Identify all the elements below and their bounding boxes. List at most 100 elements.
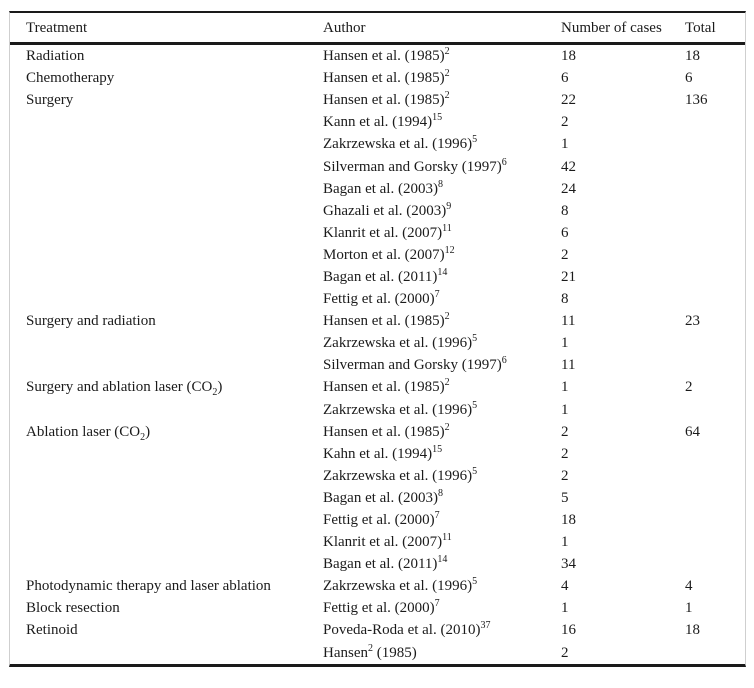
author-reference-superscript: 6 xyxy=(501,156,507,168)
treatment-label: Block resection xyxy=(26,600,120,617)
author-label: Hansen et al. (1985) xyxy=(323,423,445,440)
author-label: Hansen et al. (1985) xyxy=(323,313,445,330)
table-row: Zakrzewska et al. (1996)5 2 xyxy=(10,465,745,487)
author-cell: Poveda-Roda et al. (2010)37 xyxy=(323,619,561,641)
author-label: Hansen et al. (1985) xyxy=(323,70,445,87)
treatment-cell: Ablation laser (CO2) xyxy=(26,421,323,443)
cases-cell: 4 xyxy=(561,578,569,595)
author-reference-superscript: 5 xyxy=(472,134,478,146)
treatment-cell: Photodynamic therapy and laser ablation xyxy=(26,575,323,597)
treatment-label: Ablation laser (CO xyxy=(26,423,141,440)
cases-cell: 1 xyxy=(561,401,569,418)
author-cell: Kahn et al. (1994)15 xyxy=(323,443,561,465)
author-label: Silverman and Gorsky (1997) xyxy=(323,357,502,374)
treatment-subscript: 2 xyxy=(140,431,146,443)
author-reference-superscript: 5 xyxy=(472,576,478,588)
author-reference-superscript: 6 xyxy=(501,355,507,367)
treatment-label: Retinoid xyxy=(26,622,78,639)
cases-cell: 1 xyxy=(561,379,569,396)
table-row: Kann et al. (1994)15 2 xyxy=(10,111,745,133)
author-cell: Silverman and Gorsky (1997)6 xyxy=(323,156,561,178)
author-cell: Zakrzewska et al. (1996)5 xyxy=(323,465,561,487)
cases-cell: 2 xyxy=(561,445,569,462)
author-label: Silverman and Gorsky (1997) xyxy=(323,158,502,175)
author-reference-superscript: 7 xyxy=(434,510,440,522)
author-reference-superscript: 2 xyxy=(444,421,450,433)
treatment-label: Surgery and ablation laser (CO xyxy=(26,379,213,396)
author-cell: Hansen et al. (1985)2 xyxy=(323,376,561,398)
author-label: Hansen xyxy=(323,644,368,661)
table-row: Bagan et al. (2003)8 5 xyxy=(10,487,745,509)
cases-cell: 2 xyxy=(561,114,569,131)
treatment-label-suffix: ) xyxy=(217,379,223,396)
treatment-summary-table: Treatment Author Number of cases Total R… xyxy=(9,11,746,667)
cases-cell: 2 xyxy=(561,246,569,263)
author-cell: Fettig et al. (2000)7 xyxy=(323,509,561,531)
author-reference-superscript: 14 xyxy=(437,266,448,278)
author-label: Kann et al. (1994) xyxy=(323,114,433,131)
cases-cell: 11 xyxy=(561,313,576,330)
table-row: Photodynamic therapy and laser ablation … xyxy=(10,575,745,597)
cases-cell: 2 xyxy=(561,644,569,661)
cases-cell: 5 xyxy=(561,489,569,506)
table-row: Ghazali et al. (2003)9 8 xyxy=(10,200,745,222)
table-row: Surgery Hansen et al. (1985)2 22 136 xyxy=(10,89,745,111)
table-body: Radiation Hansen et al. (1985)2 18 18 Ch… xyxy=(10,45,745,664)
total-cell: 136 xyxy=(685,92,708,109)
total-cell: 2 xyxy=(685,379,693,396)
table-row: Fettig et al. (2000)7 8 xyxy=(10,288,745,310)
author-reference-superscript: 8 xyxy=(437,178,443,190)
author-cell: Bagan et al. (2011)14 xyxy=(323,266,561,288)
table-row: Silverman and Gorsky (1997)6 11 xyxy=(10,354,745,376)
author-cell: Hansen et al. (1985)2 xyxy=(323,67,561,89)
treatment-subscript: 2 xyxy=(212,387,218,399)
table-row: Radiation Hansen et al. (1985)2 18 18 xyxy=(10,45,745,67)
table-row: Bagan et al. (2011)14 34 xyxy=(10,553,745,575)
table-row: Bagan et al. (2011)14 21 xyxy=(10,266,745,288)
table-row: Silverman and Gorsky (1997)6 42 xyxy=(10,155,745,177)
cases-cell: 2 xyxy=(561,423,569,440)
author-label: Hansen et al. (1985) xyxy=(323,92,445,109)
author-label: Bagan et al. (2011) xyxy=(323,556,438,573)
author-cell: Fettig et al. (2000)7 xyxy=(323,597,561,619)
author-cell: Hansen et al. (1985)2 xyxy=(323,89,561,111)
author-label: Morton et al. (2007) xyxy=(323,246,445,263)
table-row: Zakrzewska et al. (1996)5 1 xyxy=(10,133,745,155)
table-row: Klanrit et al. (2007)11 6 xyxy=(10,222,745,244)
table-row: Zakrzewska et al. (1996)5 1 xyxy=(10,399,745,421)
author-reference-superscript: 11 xyxy=(442,222,452,234)
table-row: Chemotherapy Hansen et al. (1985)2 6 6 xyxy=(10,67,745,89)
author-cell: Zakrzewska et al. (1996)5 xyxy=(323,575,561,597)
author-cell: Hansen et al. (1985)2 xyxy=(323,310,561,332)
cases-cell: 1 xyxy=(561,600,569,617)
author-label: Poveda-Roda et al. (2010) xyxy=(323,622,481,639)
cases-cell: 11 xyxy=(561,357,576,374)
author-cell: Morton et al. (2007)12 xyxy=(323,244,561,266)
total-cell: 18 xyxy=(685,622,700,639)
author-reference-superscript: 37 xyxy=(480,620,491,632)
author-cell: Bagan et al. (2003)8 xyxy=(323,178,561,200)
author-reference-superscript: 11 xyxy=(442,532,452,544)
cases-cell: 16 xyxy=(561,622,576,639)
total-cell: 64 xyxy=(685,423,700,440)
treatment-cell: Radiation xyxy=(26,45,323,67)
treatment-cell: Block resection xyxy=(26,597,323,619)
table-row: Surgery and ablation laser (CO2) Hansen … xyxy=(10,376,745,398)
author-label: Zakrzewska et al. (1996) xyxy=(323,578,473,595)
author-reference-superscript: 12 xyxy=(444,244,455,256)
author-reference-superscript: 2 xyxy=(444,68,450,80)
author-reference-superscript: 9 xyxy=(446,200,452,212)
author-label: Zakrzewska et al. (1996) xyxy=(323,401,473,418)
author-cell: Hansen2 (1985) xyxy=(323,642,561,664)
treatment-cell: Chemotherapy xyxy=(26,67,323,89)
author-cell: Zakrzewska et al. (1996)5 xyxy=(323,133,561,155)
cases-cell: 18 xyxy=(561,512,576,529)
author-reference-superscript: 2 xyxy=(368,642,373,654)
header-number-of-cases: Number of cases xyxy=(561,19,662,36)
author-reference-superscript: 2 xyxy=(444,46,450,58)
table-header-row: Treatment Author Number of cases Total xyxy=(10,13,745,45)
author-cell: Ghazali et al. (2003)9 xyxy=(323,200,561,222)
header-author: Author xyxy=(323,19,366,36)
author-reference-superscript: 8 xyxy=(437,487,443,499)
cases-cell: 1 xyxy=(561,335,569,352)
